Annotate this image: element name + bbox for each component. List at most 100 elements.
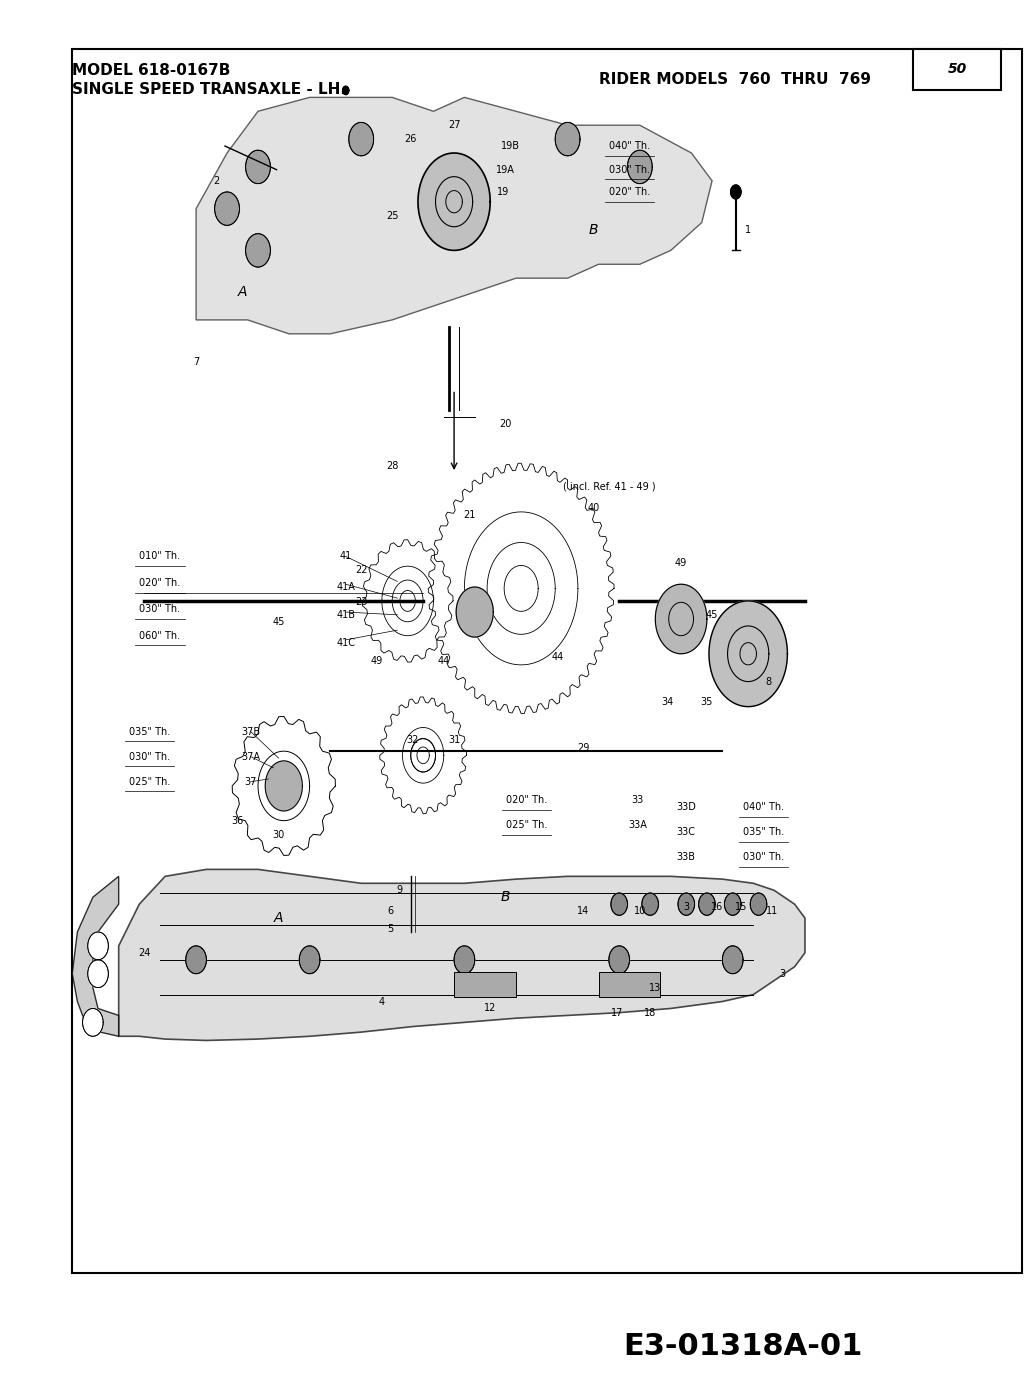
Polygon shape <box>456 587 493 637</box>
Text: 19A: 19A <box>496 164 515 175</box>
Text: 8: 8 <box>766 676 772 687</box>
Polygon shape <box>88 960 108 988</box>
Polygon shape <box>454 946 475 974</box>
Text: 15: 15 <box>735 901 747 912</box>
Text: 37B: 37B <box>241 726 260 737</box>
Text: 23: 23 <box>355 597 367 608</box>
Polygon shape <box>246 234 270 267</box>
Text: 025" Th.: 025" Th. <box>129 776 170 787</box>
Polygon shape <box>731 185 741 199</box>
Polygon shape <box>627 150 652 184</box>
Text: 44: 44 <box>438 655 450 666</box>
Bar <box>599 972 660 997</box>
Text: 22: 22 <box>355 565 367 576</box>
Polygon shape <box>88 932 108 960</box>
Text: 33B: 33B <box>677 851 696 862</box>
Polygon shape <box>642 893 658 915</box>
Text: 31: 31 <box>448 734 460 746</box>
Text: 49: 49 <box>370 655 383 666</box>
Text: B: B <box>588 223 599 236</box>
Text: A: A <box>273 911 284 925</box>
Text: SINGLE SPEED TRANSAXLE - LH.: SINGLE SPEED TRANSAXLE - LH. <box>72 82 347 97</box>
Text: E3-01318A-01: E3-01318A-01 <box>623 1333 863 1360</box>
Polygon shape <box>299 946 320 974</box>
Text: 19: 19 <box>496 186 509 198</box>
Text: 3: 3 <box>683 901 689 912</box>
Text: 25: 25 <box>386 210 398 221</box>
Polygon shape <box>655 584 707 654</box>
Text: 12: 12 <box>484 1003 496 1014</box>
Text: 2: 2 <box>214 175 220 186</box>
Text: 41: 41 <box>340 551 352 562</box>
Text: 29: 29 <box>577 743 589 754</box>
Text: 41A: 41A <box>336 581 355 593</box>
Bar <box>913 49 1001 90</box>
Polygon shape <box>196 97 712 334</box>
Polygon shape <box>611 893 627 915</box>
Bar <box>454 972 516 997</box>
Text: RIDER MODELS  760  THRU  769: RIDER MODELS 760 THRU 769 <box>599 72 871 88</box>
Text: 020" Th.: 020" Th. <box>609 186 650 198</box>
Text: 10: 10 <box>634 906 646 917</box>
Text: 50: 50 <box>948 61 967 77</box>
Text: 33D: 33D <box>676 801 697 812</box>
Text: 17: 17 <box>611 1007 623 1018</box>
Text: 11: 11 <box>766 906 778 917</box>
Text: 035" Th.: 035" Th. <box>743 826 784 837</box>
Text: 040" Th.: 040" Th. <box>609 140 650 152</box>
Text: 26: 26 <box>405 134 417 145</box>
Text: 24: 24 <box>138 947 151 958</box>
Text: ( incl. Ref. 41 - 49 ): ( incl. Ref. 41 - 49 ) <box>562 481 655 492</box>
Text: 21: 21 <box>463 509 476 520</box>
Text: 040" Th.: 040" Th. <box>743 801 784 812</box>
Text: 45: 45 <box>272 616 285 627</box>
Text: 030" Th.: 030" Th. <box>609 164 650 175</box>
Text: 9: 9 <box>396 885 402 896</box>
Polygon shape <box>555 122 580 156</box>
Polygon shape <box>119 869 805 1040</box>
Polygon shape <box>678 893 695 915</box>
Text: 28: 28 <box>386 460 398 472</box>
Text: 030" Th.: 030" Th. <box>139 604 181 615</box>
Text: 030" Th.: 030" Th. <box>129 751 170 762</box>
Text: 36: 36 <box>231 815 244 826</box>
Polygon shape <box>699 893 715 915</box>
Text: 025" Th.: 025" Th. <box>506 819 547 830</box>
Text: 020" Th.: 020" Th. <box>139 577 181 588</box>
Text: 27: 27 <box>448 120 460 131</box>
Text: 49: 49 <box>675 558 687 569</box>
Text: 45: 45 <box>706 609 718 620</box>
Text: 20: 20 <box>499 419 512 430</box>
Text: MODEL 618-0167B: MODEL 618-0167B <box>72 63 230 78</box>
Text: 1: 1 <box>745 224 751 235</box>
Text: 37: 37 <box>245 776 257 787</box>
Text: 33: 33 <box>632 794 644 805</box>
Text: 33A: 33A <box>628 819 647 830</box>
Text: B: B <box>501 890 511 904</box>
Text: 32: 32 <box>407 734 419 746</box>
Polygon shape <box>609 946 630 974</box>
Text: 035" Th.: 035" Th. <box>129 726 170 737</box>
Text: 18: 18 <box>644 1007 656 1018</box>
Bar <box>72 49 1022 1273</box>
Polygon shape <box>186 946 206 974</box>
Text: A: A <box>237 285 248 299</box>
Text: 13: 13 <box>649 982 662 993</box>
Polygon shape <box>724 893 741 915</box>
Polygon shape <box>722 946 743 974</box>
Text: 7: 7 <box>193 356 199 367</box>
Polygon shape <box>750 893 767 915</box>
Text: 6: 6 <box>387 906 393 917</box>
Text: 37A: 37A <box>241 751 260 762</box>
Polygon shape <box>709 601 787 707</box>
Polygon shape <box>418 153 490 250</box>
Text: 020" Th.: 020" Th. <box>506 794 547 805</box>
Text: 14: 14 <box>577 906 589 917</box>
Text: 16: 16 <box>711 901 723 912</box>
Text: 030" Th.: 030" Th. <box>743 851 784 862</box>
Text: 33C: 33C <box>677 826 696 837</box>
Text: 40: 40 <box>587 502 600 513</box>
Text: 41B: 41B <box>336 609 355 620</box>
Polygon shape <box>265 761 302 811</box>
Polygon shape <box>72 876 119 1036</box>
